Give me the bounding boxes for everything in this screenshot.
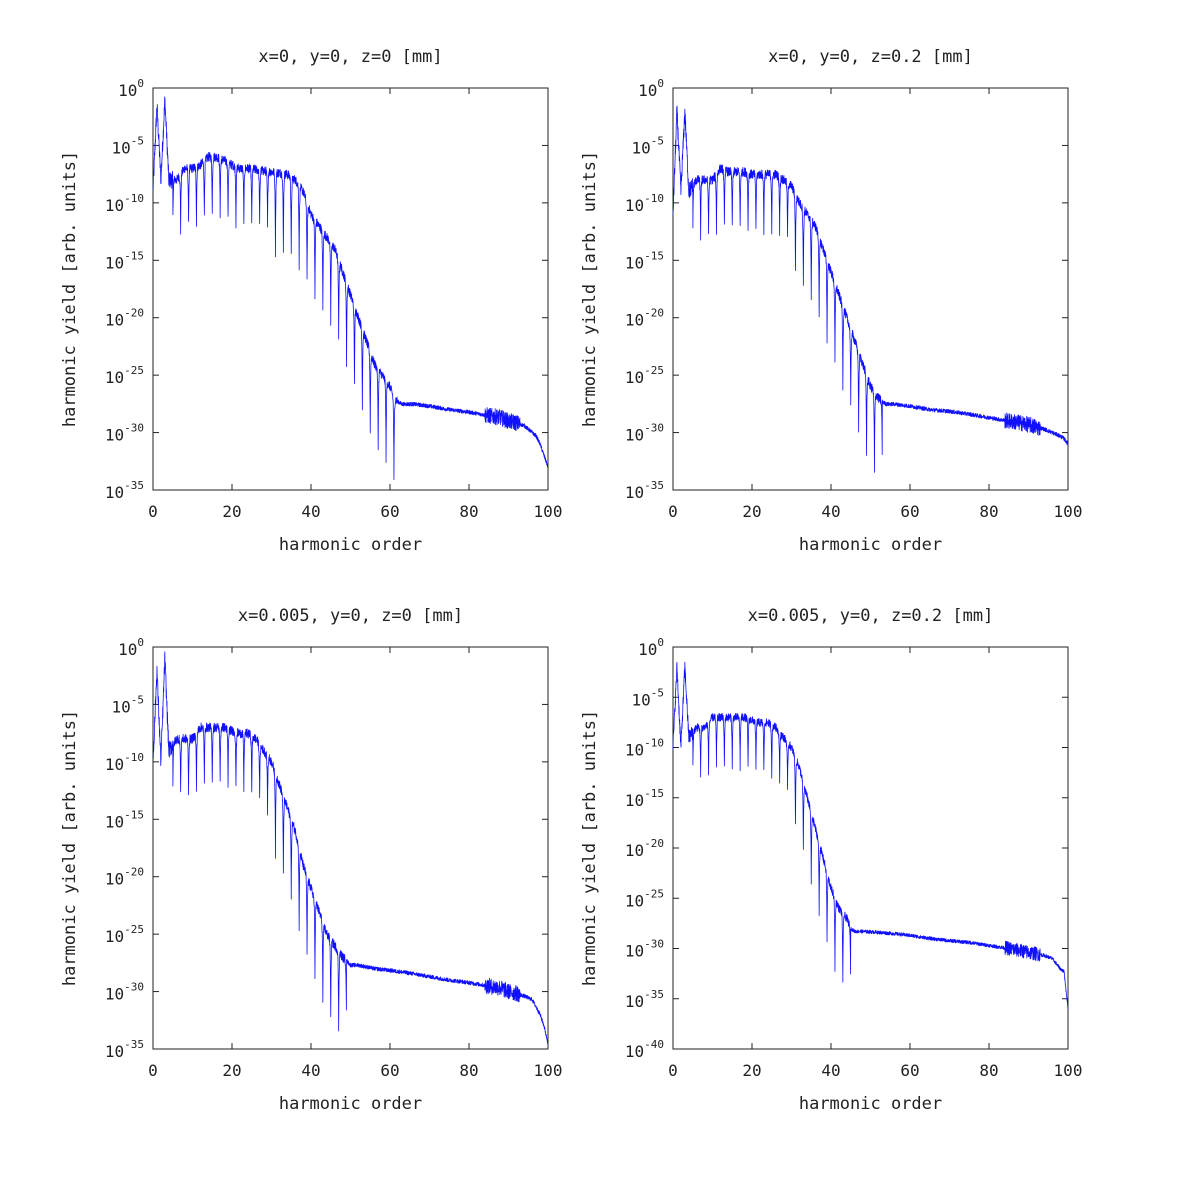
y-tick-label: 10-40 — [625, 1038, 664, 1061]
x-tick-label: 60 — [380, 1061, 399, 1080]
y-tick-label: 10-15 — [625, 787, 664, 810]
y-tick-label: 10-30 — [625, 938, 664, 961]
harmonic-spectrum-line — [672, 105, 1069, 473]
x-tick-label: 20 — [742, 502, 761, 521]
y-tick-label: 10-35 — [625, 988, 664, 1011]
y-tick-label: 10-25 — [625, 887, 664, 910]
x-tick-label: 80 — [979, 502, 998, 521]
y-tick-label: 10-20 — [625, 837, 664, 860]
y-tick-label: 10-25 — [625, 364, 664, 387]
y-tick-label: 100 — [118, 77, 144, 100]
x-axis-label: harmonic order — [279, 535, 422, 555]
y-tick-label: 10-30 — [625, 422, 664, 445]
y-tick-label: 10-25 — [105, 364, 144, 387]
harmonic-spectrum-line — [152, 96, 549, 481]
x-axis-label: harmonic order — [279, 1094, 422, 1114]
y-tick-label: 100 — [638, 77, 664, 100]
x-tick-label: 0 — [148, 1061, 158, 1080]
chart-title: x=0.005, y=0, z=0 [mm] — [238, 606, 463, 626]
chart-panel-4: x=0.005, y=0, z=0.2 [mm] 0 20 40 60 80 100 100 1… — [580, 606, 1082, 1114]
y-tick-label: 10-15 — [105, 808, 144, 831]
chart-panel-3: x=0.005, y=0, z=0 [mm] 0 20 40 60 80 100 100 10-… — [60, 606, 562, 1114]
plot-frame — [672, 87, 1069, 491]
chart-title: x=0, y=0, z=0 [mm] — [258, 47, 442, 67]
chart-title: x=0.005, y=0, z=0.2 [mm] — [748, 606, 994, 626]
x-axis-label: harmonic order — [799, 535, 942, 555]
x-tick-label: 80 — [979, 1061, 998, 1080]
x-axis-label: harmonic order — [799, 1094, 942, 1114]
y-axis-label: harmonic yield [arb. units] — [60, 151, 80, 427]
y-tick-label: 10-35 — [105, 1038, 144, 1061]
harmonic-spectrum-line — [152, 651, 549, 1046]
plot-frame — [672, 646, 1069, 1050]
y-tick-label: 100 — [118, 636, 144, 659]
x-tick-label: 40 — [301, 502, 320, 521]
x-tick-label: 80 — [459, 502, 478, 521]
y-tick-label: 10-30 — [105, 981, 144, 1004]
x-tick-label: 20 — [742, 1061, 761, 1080]
y-axis-label: harmonic yield [arb. units] — [580, 151, 600, 427]
y-tick-label: 10-10 — [105, 751, 144, 774]
x-tick-label: 0 — [668, 1061, 678, 1080]
y-axis-label: harmonic yield [arb. units] — [60, 710, 80, 986]
x-tick-label: 100 — [534, 1061, 563, 1080]
y-tick-label: 10-5 — [111, 693, 144, 716]
y-tick-label: 10-20 — [105, 307, 144, 330]
x-tick-label: 100 — [1054, 502, 1083, 521]
x-tick-label: 60 — [380, 502, 399, 521]
x-tick-label: 60 — [900, 502, 919, 521]
x-tick-label: 100 — [1054, 1061, 1083, 1080]
x-tick-label: 20 — [222, 1061, 241, 1080]
chart-panel-2: x=0, y=0, z=0.2 [mm] 0 20 40 60 80 100 100 10-5 1… — [580, 47, 1082, 555]
plot-frame — [152, 646, 549, 1050]
x-tick-label: 60 — [900, 1061, 919, 1080]
x-tick-label: 20 — [222, 502, 241, 521]
x-tick-label: 0 — [148, 502, 158, 521]
chart-title: x=0, y=0, z=0.2 [mm] — [768, 47, 973, 67]
plot-frame — [152, 87, 549, 491]
y-tick-label: 10-20 — [105, 866, 144, 889]
x-tick-label: 80 — [459, 1061, 478, 1080]
y-tick-label: 10-25 — [105, 923, 144, 946]
y-axis-label: harmonic yield [arb. units] — [580, 710, 600, 986]
x-tick-label: 40 — [301, 1061, 320, 1080]
y-tick-label: 10-5 — [111, 134, 144, 157]
x-tick-label: 40 — [821, 1061, 840, 1080]
y-tick-label: 10-10 — [625, 737, 664, 760]
y-tick-label: 10-20 — [625, 307, 664, 330]
chart-panel-1: x=0, y=0, z=0 [mm] 0 20 40 60 80 100 100 10-5 10-… — [60, 47, 562, 555]
y-tick-label: 10-5 — [631, 686, 664, 709]
y-tick-label: 10-10 — [105, 192, 144, 215]
x-tick-label: 100 — [534, 502, 563, 521]
y-tick-label: 10-35 — [105, 479, 144, 502]
y-tick-label: 10-15 — [625, 249, 664, 272]
harmonic-spectrum-line — [672, 661, 1069, 1010]
y-tick-label: 10-30 — [105, 422, 144, 445]
y-tick-label: 10-10 — [625, 192, 664, 215]
x-tick-label: 40 — [821, 502, 840, 521]
x-tick-label: 0 — [668, 502, 678, 521]
y-tick-label: 100 — [638, 636, 664, 659]
y-tick-label: 10-35 — [625, 479, 664, 502]
y-tick-label: 10-5 — [631, 134, 664, 157]
y-tick-label: 10-15 — [105, 249, 144, 272]
